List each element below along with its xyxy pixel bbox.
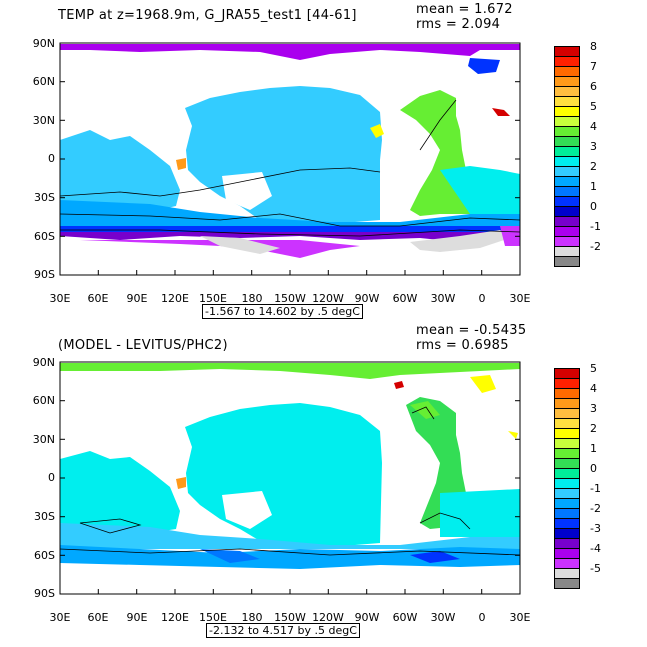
lon-tick-label: 30E — [49, 292, 71, 305]
colorbar-label: -1 — [590, 220, 601, 233]
lon-tick-label: 30E — [49, 611, 71, 624]
rms-value: rms = 2.094 — [416, 17, 501, 32]
lat-tick-label: 60S — [34, 549, 55, 562]
lat-tick-label: 0 — [48, 152, 55, 165]
lon-tick-label: 90E — [126, 292, 148, 305]
lat-tick-label: 60N — [32, 75, 55, 88]
colorbar-label: 4 — [590, 120, 597, 133]
lon-tick-label: 90E — [126, 611, 148, 624]
lon-tick-label: 120W — [312, 611, 344, 624]
contour-range-label: -1.567 to 14.602 by .5 degC — [202, 304, 363, 319]
lon-tick-label: 60E — [87, 611, 109, 624]
colorbar-label: -3 — [590, 522, 601, 535]
mean-value: mean = -0.5435 — [416, 323, 527, 338]
colorbar-swatch — [554, 256, 580, 267]
lat-tick-label: 90S — [34, 587, 55, 600]
colorbar-label: 0 — [590, 462, 597, 475]
lat-tick-label: 60S — [34, 230, 55, 243]
difference-map — [59, 361, 521, 595]
colorbar-swatch — [554, 578, 580, 589]
lon-tick-label: 60W — [392, 292, 418, 305]
mean-value: mean = 1.672 — [416, 2, 513, 17]
panel-title: TEMP at z=1968.9m, G_JRA55_test1 [44-61] — [58, 8, 357, 23]
lat-tick-label: 90N — [32, 356, 55, 369]
colorbar-label: 7 — [590, 60, 597, 73]
lon-tick-label: 30W — [430, 292, 456, 305]
lon-tick-label: 90W — [354, 611, 380, 624]
lon-tick-label: 0 — [478, 292, 486, 305]
colorbar-label: 1 — [590, 442, 597, 455]
lat-tick-label: 60N — [32, 394, 55, 407]
lon-tick-label: 60W — [392, 611, 418, 624]
colorbar-label: 2 — [590, 422, 597, 435]
colorbar-label: 5 — [590, 362, 597, 375]
lat-tick-label: 30N — [32, 433, 55, 446]
lon-tick-label: 180 — [241, 292, 263, 305]
lon-tick-label: 150W — [274, 292, 306, 305]
lon-tick-label: 120E — [161, 292, 189, 305]
lat-tick-label: 30N — [32, 114, 55, 127]
colorbar-label: 3 — [590, 140, 597, 153]
lon-tick-label: 180 — [241, 611, 263, 624]
colorbar-label: -2 — [590, 502, 601, 515]
lon-tick-label: 0 — [478, 611, 486, 624]
colorbar-label: 2 — [590, 160, 597, 173]
colorbar-label: 0 — [590, 200, 597, 213]
lat-tick-label: 90S — [34, 268, 55, 281]
contour-range-label: -2.132 to 4.517 by .5 degC — [206, 623, 360, 638]
lon-tick-label: 90W — [354, 292, 380, 305]
colorbar-label: 8 — [590, 40, 597, 53]
lon-tick-label: 150W — [274, 611, 306, 624]
colorbar-label: -1 — [590, 482, 601, 495]
colorbar-label: 6 — [590, 80, 597, 93]
lon-tick-label: 30E — [509, 611, 531, 624]
lon-tick-label: 30W — [430, 611, 456, 624]
rms-value: rms = 0.6985 — [416, 338, 509, 353]
top-panel: TEMP at z=1968.9m, G_JRA55_test1 [44-61]… — [0, 0, 647, 323]
lon-tick-label: 120E — [161, 611, 189, 624]
lat-tick-label: 30S — [34, 510, 55, 523]
colorbar-label: 1 — [590, 180, 597, 193]
colorbar-label: 4 — [590, 382, 597, 395]
colorbar-label: 5 — [590, 100, 597, 113]
lon-tick-label: 30E — [509, 292, 531, 305]
lon-tick-label: 150E — [199, 611, 227, 624]
colorbar-label: -5 — [590, 562, 601, 575]
panel-title: (MODEL - LEVITUS/PHC2) — [58, 338, 228, 353]
lat-tick-label: 0 — [48, 471, 55, 484]
temperature-map — [59, 42, 521, 276]
colorbar-label: 3 — [590, 402, 597, 415]
colorbar-label: -4 — [590, 542, 601, 555]
lon-tick-label: 120W — [312, 292, 344, 305]
lon-tick-label: 150E — [199, 292, 227, 305]
colorbar-label: -2 — [590, 240, 601, 253]
bottom-panel: (MODEL - LEVITUS/PHC2) mean = -0.5435 rm… — [0, 323, 647, 647]
lat-tick-label: 30S — [34, 191, 55, 204]
lon-tick-label: 60E — [87, 292, 109, 305]
lat-tick-label: 90N — [32, 37, 55, 50]
